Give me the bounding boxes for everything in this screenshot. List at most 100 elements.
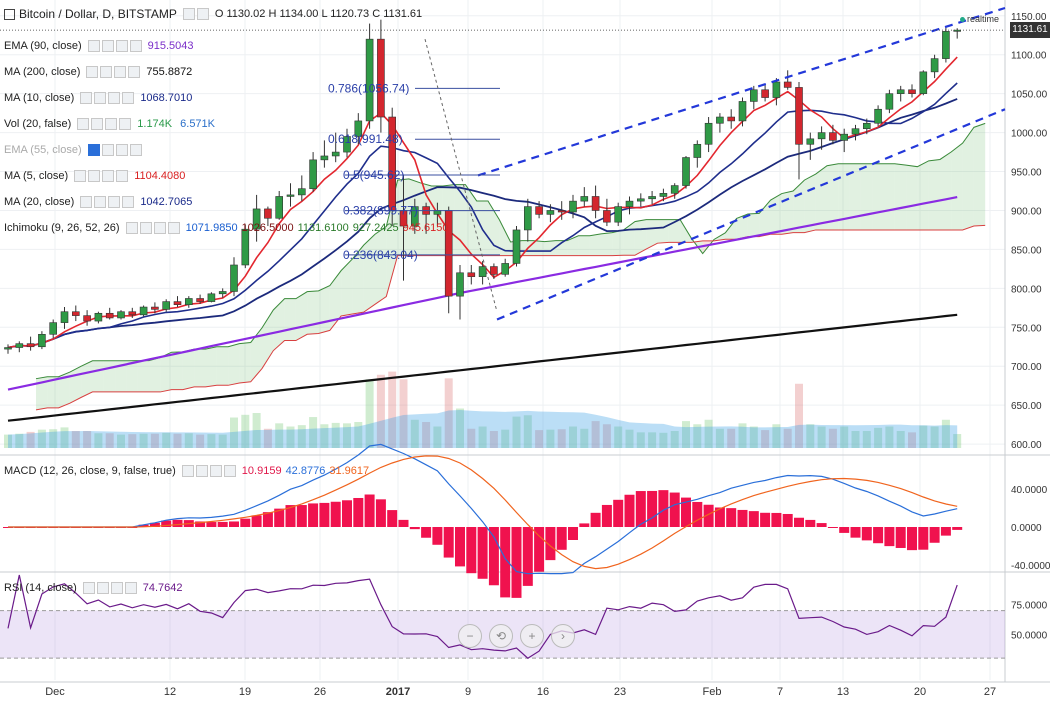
collapse-icon[interactable]: [4, 8, 15, 20]
legend-controls[interactable]: [74, 170, 129, 182]
candle-body: [840, 133, 849, 141]
legend-control-icon[interactable]: [114, 66, 127, 78]
candle-body: [693, 143, 702, 158]
candle-body: [874, 108, 882, 124]
legend-control-icon[interactable]: [122, 196, 135, 208]
scroll-right-button[interactable]: ›: [551, 624, 575, 648]
fib-label: 0.236(843.04): [343, 248, 418, 262]
legend-row: EMA (90, close) 915.5043: [4, 38, 202, 54]
macd-histogram-bar: [149, 522, 160, 527]
legend-controls[interactable]: [77, 118, 132, 130]
legend-controls[interactable]: [87, 144, 142, 156]
rsi-controls[interactable]: [82, 582, 137, 594]
candle-body: [117, 311, 125, 319]
legend-control-icon[interactable]: [94, 92, 107, 104]
title-controls[interactable]: [182, 8, 209, 20]
legend-control-icon[interactable]: [115, 144, 128, 156]
legend-controls[interactable]: [86, 66, 141, 78]
legend-control-icon[interactable]: [139, 222, 152, 234]
legend-control-icon[interactable]: [80, 92, 93, 104]
legend-control-icon[interactable]: [88, 170, 101, 182]
legend-control-icon[interactable]: [105, 118, 118, 130]
legend-control-icon[interactable]: [129, 40, 142, 52]
volume-bar: [682, 421, 690, 448]
cloud-segment: [533, 240, 545, 256]
legend-controls[interactable]: [80, 196, 135, 208]
legend-control-icon[interactable]: [129, 144, 142, 156]
date-tick-label: Dec: [45, 686, 65, 698]
legend-control-icon[interactable]: [87, 144, 100, 156]
macd-histogram-bar: [771, 512, 782, 527]
legend-control-icon[interactable]: [116, 170, 129, 182]
legend-control-icon[interactable]: [167, 222, 180, 234]
macd-histogram-bar: [262, 512, 273, 527]
candle-body: [196, 298, 204, 302]
volume-bar: [388, 371, 397, 448]
volume-bar: [501, 429, 510, 448]
price-tick-label: 600.00: [1011, 440, 1042, 451]
candle-body: [297, 188, 306, 196]
legend-value: 915.5043: [147, 40, 194, 52]
volume-bar: [862, 431, 871, 448]
volume-bar: [376, 374, 385, 448]
macd-histogram-bar: [568, 527, 578, 540]
zoom-out-button[interactable]: −: [458, 624, 482, 648]
legend-controls[interactable]: [87, 40, 142, 52]
cloud-segment: [849, 163, 861, 230]
legend-value: 6.571K: [180, 118, 216, 130]
zoom-in-button[interactable]: +: [520, 624, 544, 648]
cloud-segment: [307, 290, 319, 335]
legend-control-icon[interactable]: [101, 144, 114, 156]
legend-control-icon[interactable]: [101, 40, 114, 52]
legend-control-icon[interactable]: [100, 66, 113, 78]
volume-bar: [94, 433, 103, 448]
macd-histogram-bar: [850, 527, 861, 538]
candle-body: [829, 132, 837, 141]
candle-body: [173, 301, 182, 306]
macd-histogram-bar: [534, 527, 545, 572]
legend-controls[interactable]: [125, 222, 180, 234]
legend-control-icon[interactable]: [87, 40, 100, 52]
candle-body: [331, 151, 340, 157]
legend-control-icon[interactable]: [108, 92, 121, 104]
reset-zoom-button[interactable]: ⟲: [489, 624, 513, 648]
date-tick-label: 12: [164, 686, 176, 698]
legend-control-icon[interactable]: [80, 196, 93, 208]
macd-controls[interactable]: [181, 465, 236, 477]
macd-histogram-bar: [805, 519, 816, 527]
candle-body: [569, 200, 577, 213]
price-tick-label: 700.00: [1011, 362, 1042, 373]
legend-control-icon[interactable]: [86, 66, 99, 78]
fib-label: 0.5(945.62): [343, 168, 404, 182]
macd-histogram-bar: [217, 521, 228, 527]
candle-body: [580, 196, 589, 202]
legend-label: EMA (55, close): [4, 144, 82, 156]
cloud-segment: [680, 219, 692, 243]
legend-control-icon[interactable]: [153, 222, 166, 234]
legend-control-icon[interactable]: [77, 118, 90, 130]
ma200-line: [7, 313, 958, 422]
legend-control-icon[interactable]: [122, 92, 135, 104]
cloud-segment: [375, 226, 387, 305]
legend-control-icon[interactable]: [119, 118, 132, 130]
legend-control-icon[interactable]: [115, 40, 128, 52]
legend-control-icon[interactable]: [108, 196, 121, 208]
volume-bar: [207, 434, 216, 448]
legend-control-icon[interactable]: [102, 170, 115, 182]
legend-control-icon[interactable]: [74, 170, 87, 182]
legend-control-icon[interactable]: [125, 222, 138, 234]
candle-body: [603, 210, 611, 223]
candle-body: [535, 206, 543, 215]
legend-control-icon[interactable]: [128, 66, 141, 78]
legend-control-icon[interactable]: [94, 196, 107, 208]
cloud-segment: [860, 163, 873, 230]
cloud-segment: [962, 127, 974, 230]
candle-body: [94, 312, 103, 322]
volume-bar: [896, 431, 905, 448]
macd-histogram-bar: [647, 490, 658, 527]
legend-controls[interactable]: [80, 92, 135, 104]
legend-control-icon[interactable]: [91, 118, 104, 130]
candle-body: [523, 206, 532, 231]
cloud-segment: [58, 372, 70, 408]
